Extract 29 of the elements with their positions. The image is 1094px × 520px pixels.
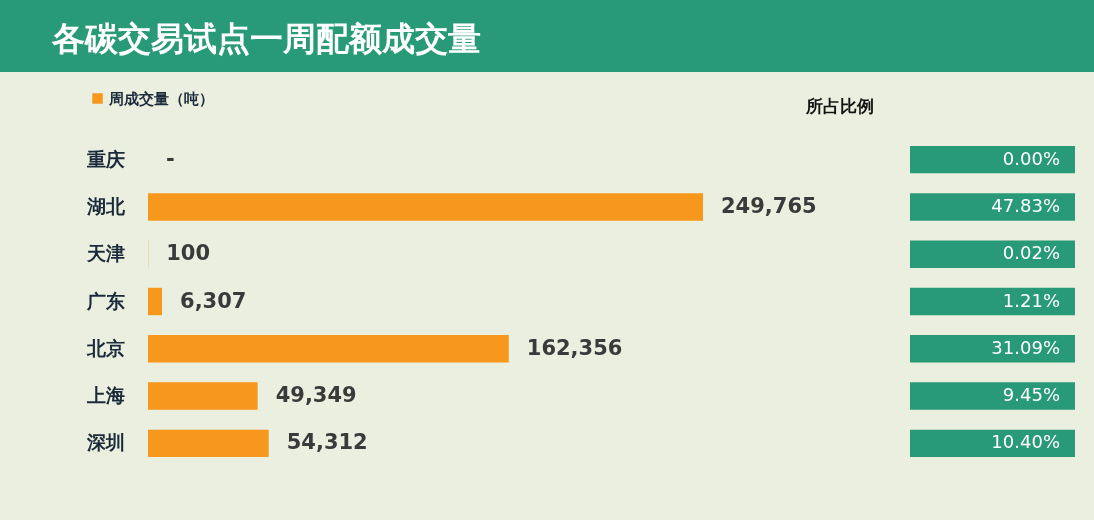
text: 1.21%	[1002, 289, 1060, 311]
data-label: 54,312	[286, 430, 368, 455]
bar	[148, 382, 258, 410]
y-tick-label: 天津	[85, 242, 125, 265]
text: 9.45%	[1002, 384, 1060, 406]
legend-label: 周成交量（吨）	[108, 89, 214, 108]
data-label: 6,307	[180, 288, 247, 313]
y-tick-label: 深圳	[85, 431, 125, 454]
data-label: 49,349	[275, 383, 357, 408]
text: 0.00%	[1002, 147, 1060, 169]
text: 31.09%	[991, 336, 1060, 358]
bar	[148, 335, 509, 363]
data-label: 249,765	[721, 193, 817, 218]
data-label: 162,356	[526, 335, 623, 360]
text: 所占比例	[805, 96, 874, 116]
y-tick-label: 广东	[85, 289, 125, 312]
y-tick-label: 湖北	[85, 194, 126, 217]
y-tick-label: 重庆	[85, 147, 125, 170]
text: 0.02%	[1002, 242, 1060, 264]
y-tick-label: 上海	[85, 384, 125, 407]
text: 47.83%	[991, 194, 1060, 216]
bar	[148, 193, 703, 221]
text: -	[166, 146, 175, 171]
text: 10.40%	[991, 431, 1060, 453]
bar	[148, 429, 269, 458]
data-label: 100	[166, 241, 211, 266]
y-tick-label: 北京	[85, 336, 125, 359]
chart-title: 各碳交易试点一周配额成交量	[51, 19, 481, 58]
bar	[148, 287, 163, 316]
